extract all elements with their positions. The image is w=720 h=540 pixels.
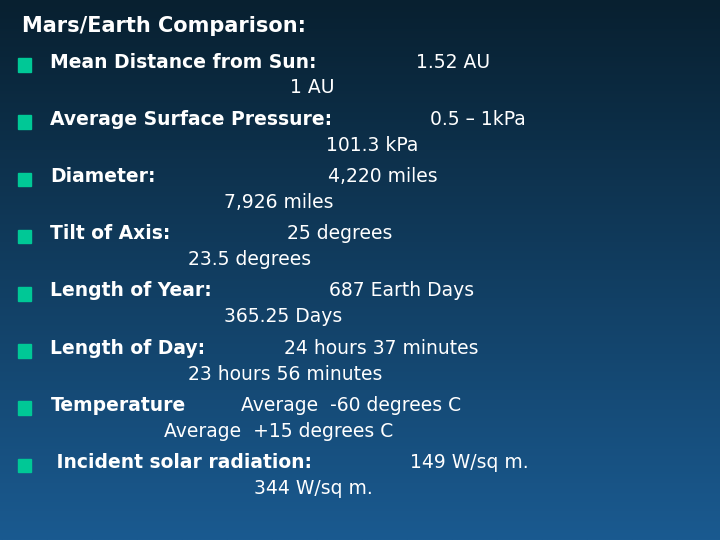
Bar [18,287,31,300]
Text: 365.25 Days: 365.25 Days [50,307,343,326]
Bar [18,172,31,186]
Text: 344 W/sq m.: 344 W/sq m. [50,479,373,498]
Text: 0.5 – 1kPa: 0.5 – 1kPa [418,110,526,129]
Text: Mars/Earth Comparison:: Mars/Earth Comparison: [22,16,305,36]
Text: Average  -60 degrees C: Average -60 degrees C [228,396,461,415]
Text: Tilt of Axis:: Tilt of Axis: [50,224,171,243]
Text: 4,220 miles: 4,220 miles [190,167,438,186]
Text: Average Surface Pressure:: Average Surface Pressure: [50,110,333,129]
Text: 23 hours 56 minutes: 23 hours 56 minutes [50,364,383,383]
Bar [18,345,31,358]
Text: Average  +15 degrees C: Average +15 degrees C [50,422,394,441]
Text: Length of Year:: Length of Year: [50,281,212,300]
Bar [18,230,31,243]
Text: Temperature: Temperature [50,396,186,415]
Text: 687 Earth Days: 687 Earth Days [263,281,474,300]
Text: 25 degrees: 25 degrees [210,224,392,243]
Bar [18,459,31,472]
Text: 1.52 AU: 1.52 AU [398,52,490,71]
Text: 7,926 miles: 7,926 miles [50,193,334,212]
Text: 101.3 kPa: 101.3 kPa [50,136,419,154]
Bar [18,58,31,71]
Text: Diameter:: Diameter: [50,167,156,186]
Bar [18,115,31,129]
Text: 1 AU: 1 AU [50,78,335,97]
Text: 24 hours 37 minutes: 24 hours 37 minutes [254,339,479,357]
Text: 149 W/sq m.: 149 W/sq m. [392,453,528,472]
Text: Incident solar radiation:: Incident solar radiation: [50,453,312,472]
Text: Mean Distance from Sun:: Mean Distance from Sun: [50,52,317,71]
Text: Length of Day:: Length of Day: [50,339,205,357]
Bar [18,402,31,415]
Text: 23.5 degrees: 23.5 degrees [50,250,312,269]
